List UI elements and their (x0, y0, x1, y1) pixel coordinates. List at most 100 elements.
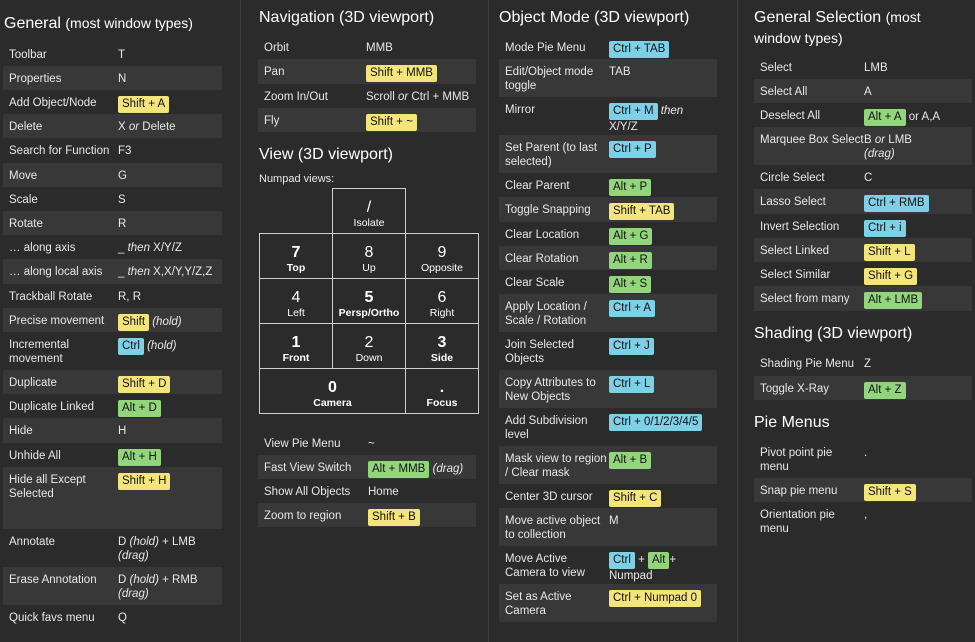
shortcut-key: Shift + ~ (366, 114, 417, 131)
general-column: General (most window types) Toolbar T Prop… (0, 0, 232, 642)
numpad-key-number: 7 (291, 244, 301, 261)
numpad-key-number: / (366, 199, 372, 216)
object-mode-row: Clear Parent Alt + P (499, 173, 717, 197)
pie-menu-row: Pivot point pie menu. (754, 440, 972, 478)
shortcut-label: Mode Pie Menu (505, 42, 586, 54)
object-mode-row: Apply Location / Scale / Rotation Ctrl + … (499, 294, 717, 332)
shortcut-value: Alt + B (609, 452, 715, 469)
shortcut-value: Alt + S (609, 276, 715, 293)
numpad-key: 9 Opposite (405, 233, 479, 279)
shortcut-value: . (864, 447, 868, 459)
shortcut-value: Alt + P (609, 179, 715, 196)
numpad-key-number: 8 (364, 244, 374, 261)
shortcut-value: Shift + S (864, 484, 970, 501)
selection-row: Select from many Alt + LMB (754, 286, 972, 311)
shortcut-key: Alt + H (118, 449, 161, 466)
general-row: Delete X or Delete (3, 114, 222, 138)
shortcut-label: Duplicate Linked (9, 401, 95, 413)
shortcut-label: Lasso Select (760, 196, 826, 208)
shortcut-label: Orientation pie menu (760, 509, 835, 535)
shortcut-value: Alt + R (609, 252, 715, 269)
numpad-key-label: Right (429, 307, 455, 319)
general-row: Move G (3, 163, 222, 187)
numpad-key-label: Isolate (353, 217, 385, 229)
general-row: Hide H (3, 418, 222, 443)
shortcut-label: Fast View Switch (264, 462, 352, 474)
shortcut-value: S (118, 194, 126, 206)
object-mode-row: Clear Scale Alt + S (499, 270, 717, 294)
object-mode-row: Move Active Camera to view Ctrl + Alt + Nu… (499, 546, 717, 596)
column-divider (488, 0, 489, 642)
numpad-key: 3 Side (405, 323, 479, 369)
shortcut-key: Ctrl + L (609, 376, 655, 393)
shortcut-value: Ctrl + Numpad 0 (609, 590, 715, 607)
italic-note: then (127, 242, 150, 254)
shortcut-label: Toolbar (9, 49, 47, 61)
general-row: Quick favs menu Q (3, 605, 222, 629)
numpad-key-number: . (439, 379, 445, 396)
shortcut-value: Shift + G (864, 268, 970, 285)
shortcut-label: Add Object/Node (9, 97, 97, 109)
shortcut-label: Clear Scale (505, 277, 565, 289)
shortcut-label: Apply Location / Scale / Rotation (505, 301, 587, 327)
shortcut-label: Zoom In/Out (264, 91, 328, 103)
shading-row: Shading Pie Menu Z (754, 351, 972, 376)
shortcut-label: Copy Attributes to New Objects (505, 377, 596, 403)
shortcut-key: Alt (648, 552, 670, 569)
column-divider (737, 0, 738, 642)
view-heading: View (3D viewport) (259, 146, 393, 163)
numpad-key-number: 4 (291, 289, 301, 306)
shortcut-key: Ctrl + RMB (864, 195, 929, 212)
italic-note: (hold) (147, 340, 177, 352)
shortcut-label: Select from many (760, 293, 850, 305)
shortcut-value: _ then X/Y/Z (118, 242, 182, 254)
general-row: Incremental movement Ctrl (hold) (3, 332, 222, 370)
shortcut-key: Ctrl + TAB (609, 41, 670, 58)
object-mode-row: Clear Rotation Alt + R (499, 246, 717, 270)
shortcut-key: Shift + C (609, 490, 662, 507)
numpad-key-label: Focus (426, 397, 458, 409)
selection-row: Select LMB (754, 55, 972, 79)
shortcut-label: Pan (264, 66, 285, 78)
shortcut-key: Ctrl (118, 338, 144, 355)
shortcut-label: Edit/Object mode toggle (505, 66, 594, 92)
general-row: Hide all Except Selected Shift + H (3, 467, 222, 529)
shortcut-value: Alt + G (609, 228, 715, 245)
shortcut-value: Alt + D (118, 400, 220, 417)
shortcut-label: Erase Annotation (9, 574, 97, 586)
pie-menu-row: Snap pie menu Shift + S (754, 478, 972, 502)
shortcut-key: Alt + LMB (864, 292, 923, 309)
view-row: Fast View Switch Alt + MMB (drag) (258, 455, 476, 479)
shortcut-key: Ctrl + Numpad 0 (609, 590, 702, 607)
shortcut-value: Ctrl + J (609, 338, 715, 355)
shortcut-value: Z (864, 358, 872, 370)
shortcut-value: Ctrl + TAB (609, 41, 715, 58)
numpad-key-number: 2 (364, 334, 374, 351)
general-row: Properties N (3, 66, 222, 90)
shortcut-value: Alt + LMB (864, 292, 970, 309)
shortcut-value: H (118, 425, 127, 437)
object-mode-row: Copy Attributes to New Objects Ctrl + L (499, 370, 717, 408)
shortcut-label: Zoom to region (264, 510, 342, 522)
numpad-key-label: Camera (313, 397, 352, 409)
shortcut-value: Shift + H (118, 473, 220, 490)
shortcut-key: Alt + Z (864, 382, 906, 399)
shortcut-label: Toggle Snapping (505, 204, 591, 216)
shortcut-value: D (hold) + RMB (drag) (118, 574, 198, 600)
selection-row: Select Linked Shift + L (754, 238, 972, 262)
italic-note: (drag) (118, 550, 149, 562)
numpad-key: 0 Camera (259, 368, 406, 414)
shortcut-value: Alt + Z (864, 382, 970, 399)
shortcut-value: M (609, 515, 619, 527)
shortcut-key: Ctrl + M (609, 103, 658, 120)
shortcut-label: Move (9, 170, 38, 182)
selection-heading: General Selection (most window types) (754, 9, 921, 46)
shading-row: Toggle X-Ray Alt + Z (754, 376, 972, 400)
shortcut-key: Shift + H (118, 473, 171, 490)
shortcut-label: Show All Objects (264, 486, 351, 498)
shortcut-value: Shift + MMB (366, 65, 474, 82)
shortcut-value: MMB (366, 42, 393, 54)
selection-row: Select Similar Shift + G (754, 262, 972, 286)
numpad-key: 7 Top (259, 233, 333, 279)
shortcut-label: Search for Function (9, 145, 110, 157)
